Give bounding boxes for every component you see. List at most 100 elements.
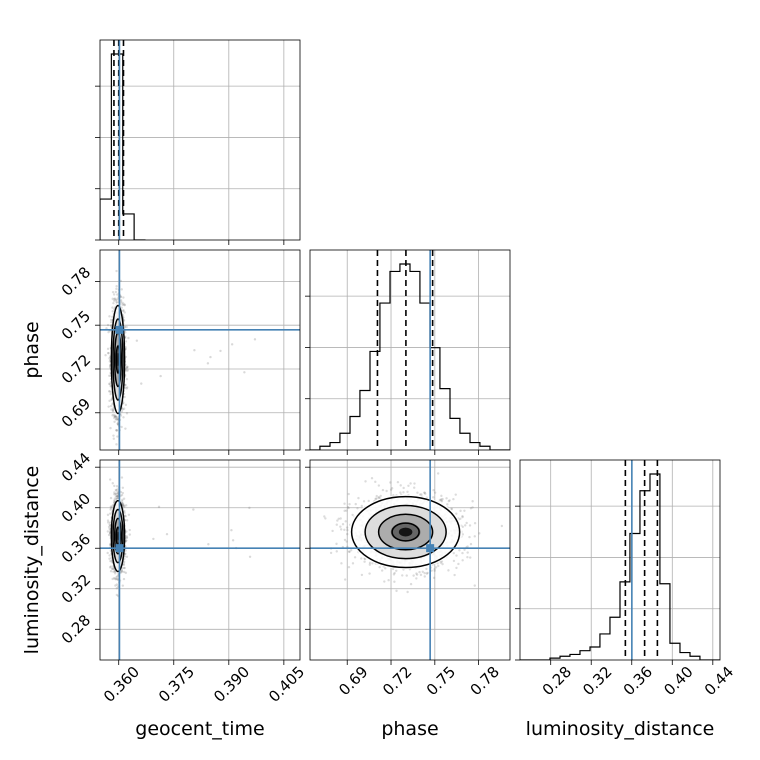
sample-point — [124, 504, 128, 507]
sample-point — [126, 365, 129, 369]
sample-point — [415, 577, 418, 580]
sample-point — [111, 567, 114, 570]
sample-point — [345, 509, 348, 512]
sample-point — [461, 514, 464, 518]
sample-point — [471, 500, 474, 503]
sample-point — [426, 571, 429, 575]
sample-point — [106, 513, 110, 517]
sample-point — [399, 491, 402, 494]
sample-point — [122, 577, 126, 581]
sample-point — [115, 492, 118, 496]
sample-point — [115, 298, 118, 302]
truth-marker — [115, 544, 124, 553]
sample-point — [389, 481, 392, 484]
sample-point — [367, 499, 370, 503]
sample-point — [441, 562, 444, 566]
x-tick-label-geocent_time: 0.375 — [155, 663, 198, 706]
sample-point — [121, 491, 125, 495]
sample-point — [379, 494, 382, 498]
sample-point — [111, 567, 114, 571]
sample-point — [116, 495, 119, 498]
contour-line — [110, 499, 126, 573]
sample-point — [356, 507, 359, 510]
sample-point — [121, 501, 124, 505]
sample-point — [459, 517, 462, 520]
outlier-point — [165, 532, 169, 536]
sample-point — [106, 519, 110, 522]
sample-point — [111, 482, 114, 485]
sample-point — [115, 583, 119, 586]
density-content — [100, 460, 300, 660]
sample-point — [455, 566, 458, 570]
sample-point — [468, 524, 472, 527]
sample-point — [109, 559, 112, 563]
sample-point — [109, 384, 112, 388]
sample-point — [126, 369, 129, 372]
sample-point — [108, 382, 111, 386]
sample-point — [108, 478, 112, 481]
outlier-point — [152, 537, 155, 541]
sample-point — [114, 584, 117, 587]
sample-point — [364, 480, 367, 483]
sample-point — [126, 386, 129, 389]
sample-point — [405, 574, 408, 577]
sample-point — [121, 301, 124, 304]
sample-point — [375, 494, 378, 498]
sample-point — [453, 573, 456, 577]
sample-point — [125, 412, 129, 415]
sample-point — [419, 573, 423, 577]
sample-point — [377, 495, 381, 499]
sample-point — [115, 415, 119, 419]
sample-point — [125, 536, 128, 540]
sample-point — [351, 562, 355, 565]
sample-point — [469, 542, 473, 546]
sample-point — [116, 488, 119, 491]
sample-point — [107, 525, 111, 529]
density-panel-geocent_time-phase — [95, 249, 301, 455]
sample-point — [120, 306, 123, 309]
outlier-point — [231, 539, 235, 542]
sample-point — [116, 492, 119, 495]
sample-point — [413, 482, 416, 485]
sample-point — [122, 309, 125, 313]
sample-point — [432, 576, 436, 580]
sample-point — [122, 563, 126, 567]
sample-point — [124, 571, 128, 575]
sample-point — [125, 365, 129, 369]
truth-marker — [115, 325, 124, 334]
sample-point — [108, 566, 112, 569]
sample-point — [123, 326, 127, 329]
sample-point — [125, 536, 129, 539]
sample-point — [440, 494, 443, 498]
sample-point — [360, 557, 363, 560]
sample-point — [395, 589, 398, 593]
outlier-point — [253, 338, 257, 341]
sample-point — [111, 408, 115, 411]
sample-point — [368, 572, 371, 575]
sample-point — [331, 529, 334, 533]
sample-point — [433, 491, 437, 494]
sample-point — [122, 560, 126, 564]
sample-point — [111, 306, 114, 309]
sample-point — [124, 340, 128, 343]
sample-point — [113, 499, 116, 502]
sample-point — [399, 484, 402, 487]
sample-point — [113, 491, 116, 494]
sample-point — [127, 336, 130, 340]
sample-point — [421, 570, 424, 573]
sample-point — [115, 301, 118, 304]
sample-point — [112, 301, 115, 305]
sample-point — [349, 549, 353, 552]
sample-point — [124, 383, 127, 387]
sample-point — [113, 297, 116, 301]
outlier-point — [206, 362, 210, 365]
sample-point — [324, 517, 327, 520]
outlier-point — [159, 374, 162, 378]
sample-point — [106, 323, 110, 327]
sample-point — [108, 374, 111, 377]
sample-point — [123, 311, 126, 314]
sample-point — [343, 502, 346, 505]
sample-point — [124, 427, 127, 430]
sample-point — [114, 488, 118, 492]
sample-point — [465, 521, 468, 525]
